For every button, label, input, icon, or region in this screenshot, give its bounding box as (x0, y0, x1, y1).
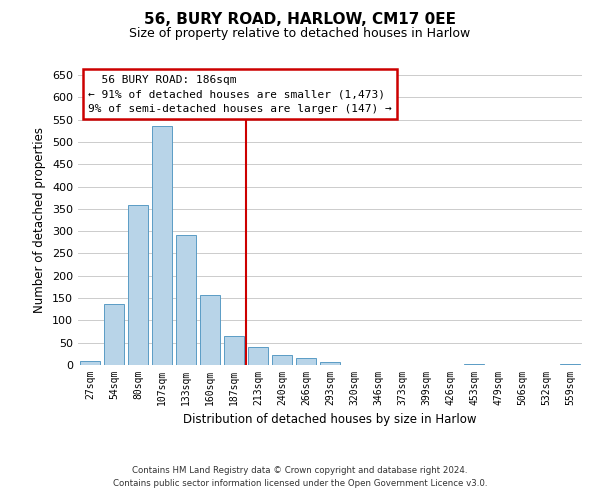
Bar (560, 364, 580, 365)
Bar (296, 358, 316, 365)
Bar (464, 364, 484, 365)
Bar (128, 206, 148, 365)
Bar (320, 362, 340, 365)
Bar (200, 294, 220, 365)
Text: 56, BURY ROAD, HARLOW, CM17 0EE: 56, BURY ROAD, HARLOW, CM17 0EE (144, 12, 456, 28)
Text: 56 BURY ROAD: 186sqm
← 91% of detached houses are smaller (1,473)
9% of semi-det: 56 BURY ROAD: 186sqm ← 91% of detached h… (88, 75, 392, 114)
X-axis label: Distribution of detached houses by size in Harlow: Distribution of detached houses by size … (183, 414, 477, 426)
Bar (80, 360, 100, 365)
Bar (104, 304, 124, 365)
Bar (248, 347, 268, 365)
Bar (176, 235, 196, 365)
Bar (272, 355, 292, 365)
Text: Contains HM Land Registry data © Crown copyright and database right 2024.
Contai: Contains HM Land Registry data © Crown c… (113, 466, 487, 487)
Bar (224, 336, 244, 365)
Text: Size of property relative to detached houses in Harlow: Size of property relative to detached ho… (130, 28, 470, 40)
Y-axis label: Number of detached properties: Number of detached properties (34, 127, 46, 313)
Bar (152, 126, 172, 365)
